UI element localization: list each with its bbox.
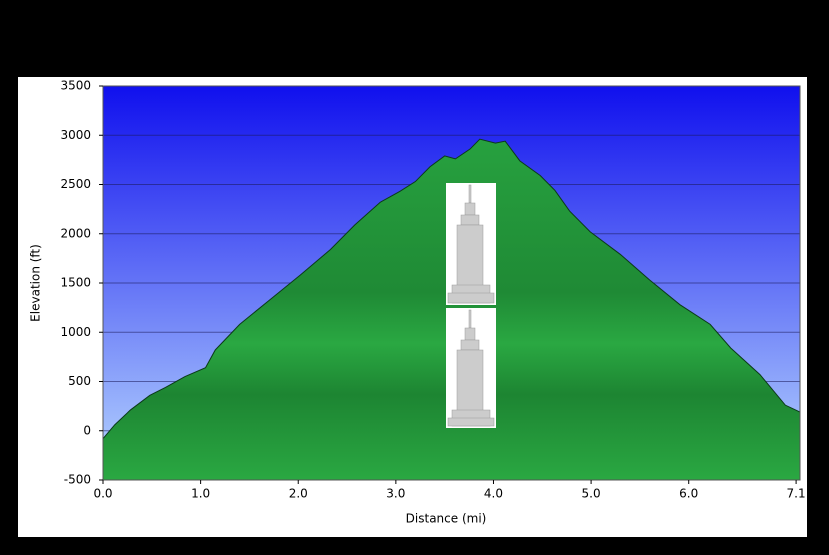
x-tick-label: 2.0 bbox=[289, 487, 308, 501]
x-tick-label: 4.0 bbox=[484, 487, 503, 501]
y-tick-label: -500 bbox=[64, 473, 91, 487]
building-icon bbox=[446, 183, 496, 428]
y-tick-label: 1000 bbox=[60, 325, 91, 339]
y-tick-label: 0 bbox=[83, 423, 91, 437]
y-tick-label: 2000 bbox=[60, 226, 91, 240]
x-tick-label: 1.0 bbox=[191, 487, 210, 501]
x-tick-label: 6.0 bbox=[679, 487, 698, 501]
x-tick-label: 0.0 bbox=[93, 487, 112, 501]
y-axis-label: Elevation (ft) bbox=[29, 244, 43, 322]
x-tick-label: 3.0 bbox=[386, 487, 405, 501]
y-tick-label: 2500 bbox=[60, 177, 91, 191]
x-axis-label: Distance (mi) bbox=[406, 512, 487, 526]
y-tick-label: 3000 bbox=[60, 128, 91, 142]
x-tick-label: 5.0 bbox=[582, 487, 601, 501]
x-tick-label: 7.1 bbox=[787, 487, 806, 501]
y-tick-label: 3500 bbox=[60, 79, 91, 93]
y-tick-label: 500 bbox=[68, 374, 91, 388]
y-tick-label: 1500 bbox=[60, 276, 91, 290]
